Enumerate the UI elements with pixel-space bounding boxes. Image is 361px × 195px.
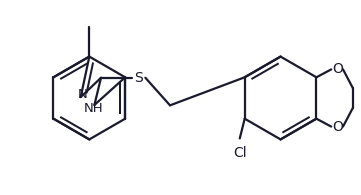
- Text: NH: NH: [84, 102, 103, 115]
- Text: O: O: [332, 120, 344, 134]
- Text: O: O: [332, 62, 344, 76]
- Text: Cl: Cl: [233, 146, 247, 160]
- Text: N: N: [78, 88, 88, 101]
- Text: S: S: [134, 71, 143, 85]
